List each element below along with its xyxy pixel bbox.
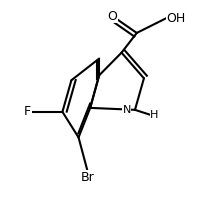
Text: F: F [24, 105, 31, 118]
Text: Br: Br [81, 171, 94, 184]
Text: N: N [123, 105, 131, 115]
Text: O: O [108, 10, 118, 23]
Text: OH: OH [166, 12, 186, 25]
Text: H: H [150, 110, 158, 120]
